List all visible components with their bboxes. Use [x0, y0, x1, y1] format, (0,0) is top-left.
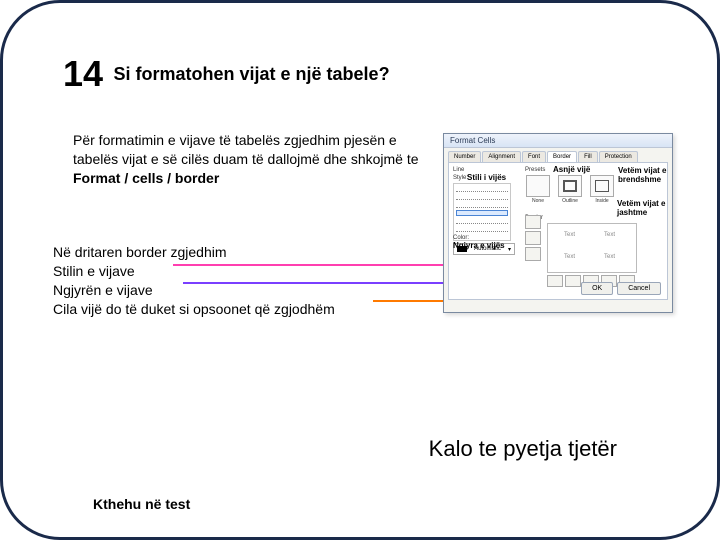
- question-number: 14: [63, 53, 103, 95]
- preset-outline[interactable]: Outline: [557, 175, 583, 204]
- slide-frame: 14 Si formatohen vijat e një tabele? Për…: [0, 0, 720, 540]
- tab-alignment[interactable]: Alignment: [482, 151, 521, 162]
- preset-none[interactable]: None: [525, 175, 551, 204]
- border-diag1-btn[interactable]: [547, 275, 563, 287]
- pointer-style-line: [173, 264, 473, 266]
- callout-inner: Vetëm vijat e brendshme: [618, 166, 698, 184]
- callout-none: Asnjë vijë: [553, 165, 590, 174]
- callout-outer: Vetëm vijat e jashtme: [617, 199, 697, 217]
- border-preview: Text Text Text Text: [547, 223, 637, 273]
- para1-text: Për formatimin e vijave të tabelës zgjed…: [73, 132, 419, 167]
- format-cells-dialog: Format Cells Number Alignment Font Borde…: [443, 133, 673, 313]
- tab-border[interactable]: Border: [547, 151, 577, 162]
- preset-inside-label: Inside: [589, 198, 615, 204]
- paragraph-2: Në dritaren border zgjedhim Stilin e vij…: [53, 243, 433, 319]
- border-mid-btn[interactable]: [525, 231, 541, 245]
- preset-inside[interactable]: Inside: [589, 175, 615, 204]
- back-to-test-link[interactable]: Kthehu në test: [93, 496, 190, 512]
- border-top-btn[interactable]: [525, 215, 541, 229]
- para2-l4: Cila vijë do të duket si opsoonet që zgj…: [53, 300, 433, 319]
- border-left-btn[interactable]: [565, 275, 581, 287]
- style-list[interactable]: [453, 183, 511, 241]
- dialog-tabs: Number Alignment Font Border Fill Protec…: [444, 148, 672, 162]
- next-question-link[interactable]: Kalo te pyetja tjetër: [429, 436, 617, 462]
- cancel-button[interactable]: Cancel: [617, 282, 661, 295]
- border-section: Border Text Text Text Text: [525, 215, 663, 271]
- header: 14 Si formatohen vijat e një tabele?: [63, 53, 657, 95]
- preview-text-1: Text: [564, 232, 575, 238]
- para1-path: Format / cells / border: [73, 170, 219, 186]
- callout-style: Stili i vijës: [467, 173, 506, 182]
- chevron-down-icon: ▾: [508, 246, 511, 253]
- preset-outline-label: Outline: [557, 198, 583, 204]
- preview-text-2: Text: [604, 232, 615, 238]
- pointer-color-line: [183, 282, 463, 284]
- dialog-title: Format Cells: [444, 134, 672, 148]
- tab-protection[interactable]: Protection: [599, 151, 638, 162]
- border-bot-btn[interactable]: [525, 247, 541, 261]
- preview-text-4: Text: [604, 254, 615, 260]
- tab-font[interactable]: Font: [522, 151, 546, 162]
- callout-color: Ngjyra e vijës: [453, 241, 505, 250]
- preview-text-3: Text: [564, 254, 575, 260]
- para2-l1: Në dritaren border zgjedhim: [53, 243, 433, 262]
- preset-none-label: None: [525, 198, 551, 204]
- tab-fill[interactable]: Fill: [578, 151, 598, 162]
- paragraph-1: Për formatimin e vijave të tabelës zgjed…: [73, 131, 423, 188]
- tab-number[interactable]: Number: [448, 151, 481, 162]
- ok-button[interactable]: OK: [581, 282, 613, 295]
- question-title: Si formatohen vijat e një tabele?: [114, 64, 390, 85]
